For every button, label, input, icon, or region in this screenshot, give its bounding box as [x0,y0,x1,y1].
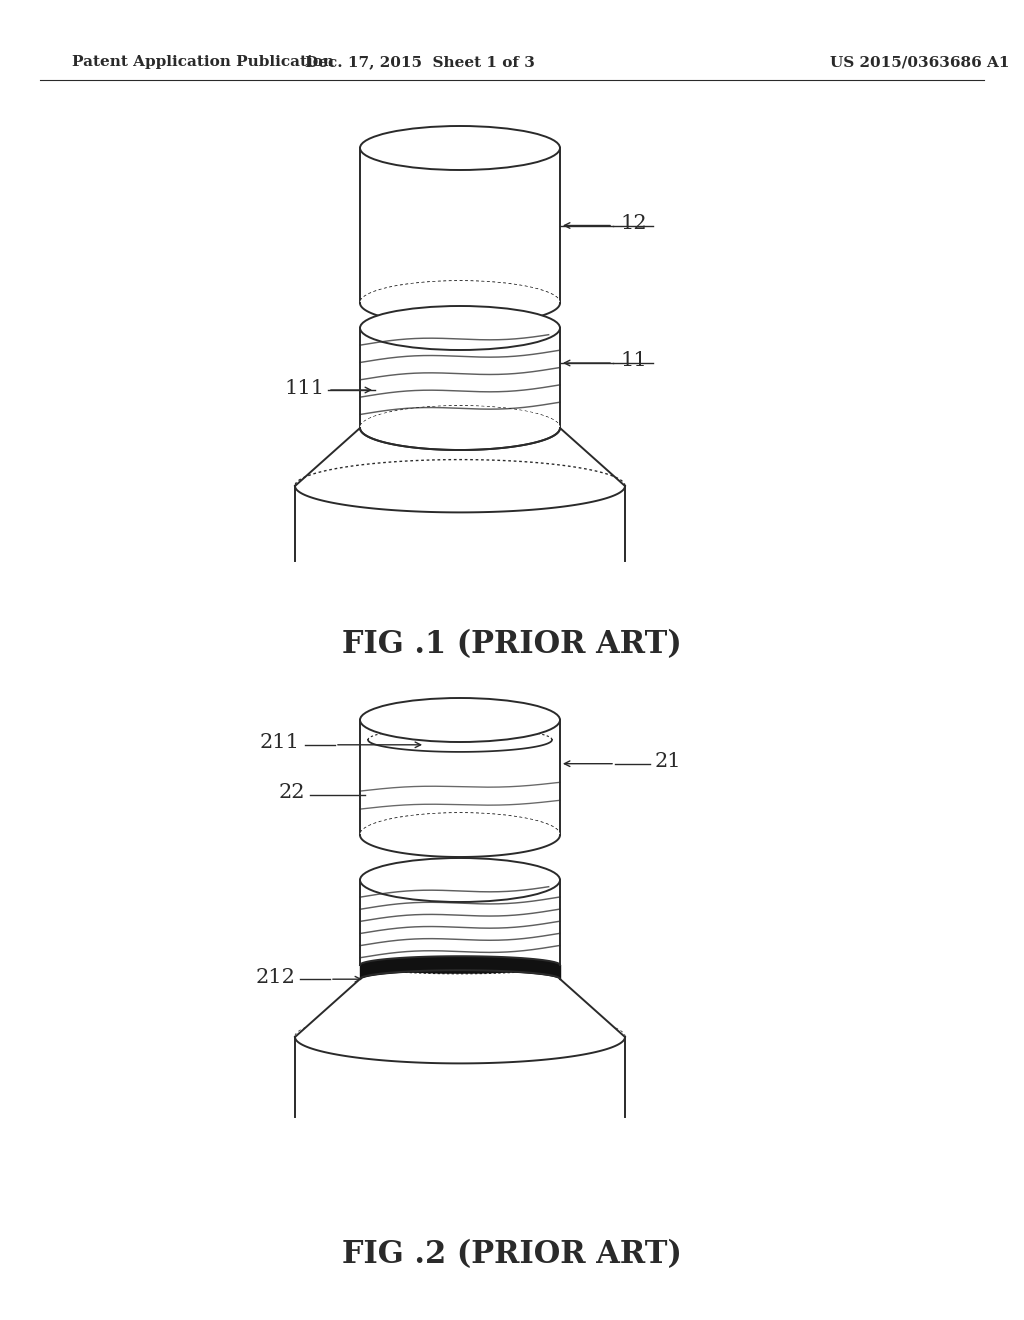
Text: 21: 21 [655,752,682,771]
Polygon shape [360,148,560,304]
Polygon shape [295,979,625,1038]
Ellipse shape [360,407,560,450]
Polygon shape [360,880,560,965]
Ellipse shape [360,956,560,974]
Text: 211: 211 [260,734,300,752]
Text: US 2015/0363686 A1: US 2015/0363686 A1 [830,55,1010,69]
Text: 111: 111 [285,379,325,397]
Text: Dec. 17, 2015  Sheet 1 of 3: Dec. 17, 2015 Sheet 1 of 3 [305,55,535,69]
Ellipse shape [360,407,560,450]
Ellipse shape [360,281,560,325]
Text: Patent Application Publication: Patent Application Publication [72,55,334,69]
Text: 212: 212 [255,968,295,987]
Ellipse shape [360,698,560,742]
Ellipse shape [360,125,560,170]
Polygon shape [360,327,560,428]
Text: 12: 12 [620,214,646,234]
Ellipse shape [360,813,560,857]
Ellipse shape [360,858,560,902]
Text: FIG .2 (PRIOR ART): FIG .2 (PRIOR ART) [342,1239,682,1270]
Ellipse shape [295,1011,625,1064]
Text: 11: 11 [620,351,647,371]
Text: 22: 22 [279,783,305,803]
Polygon shape [295,428,625,486]
Text: FIG .1 (PRIOR ART): FIG .1 (PRIOR ART) [342,630,682,660]
Ellipse shape [360,306,560,350]
Ellipse shape [295,459,625,512]
Polygon shape [360,719,560,836]
